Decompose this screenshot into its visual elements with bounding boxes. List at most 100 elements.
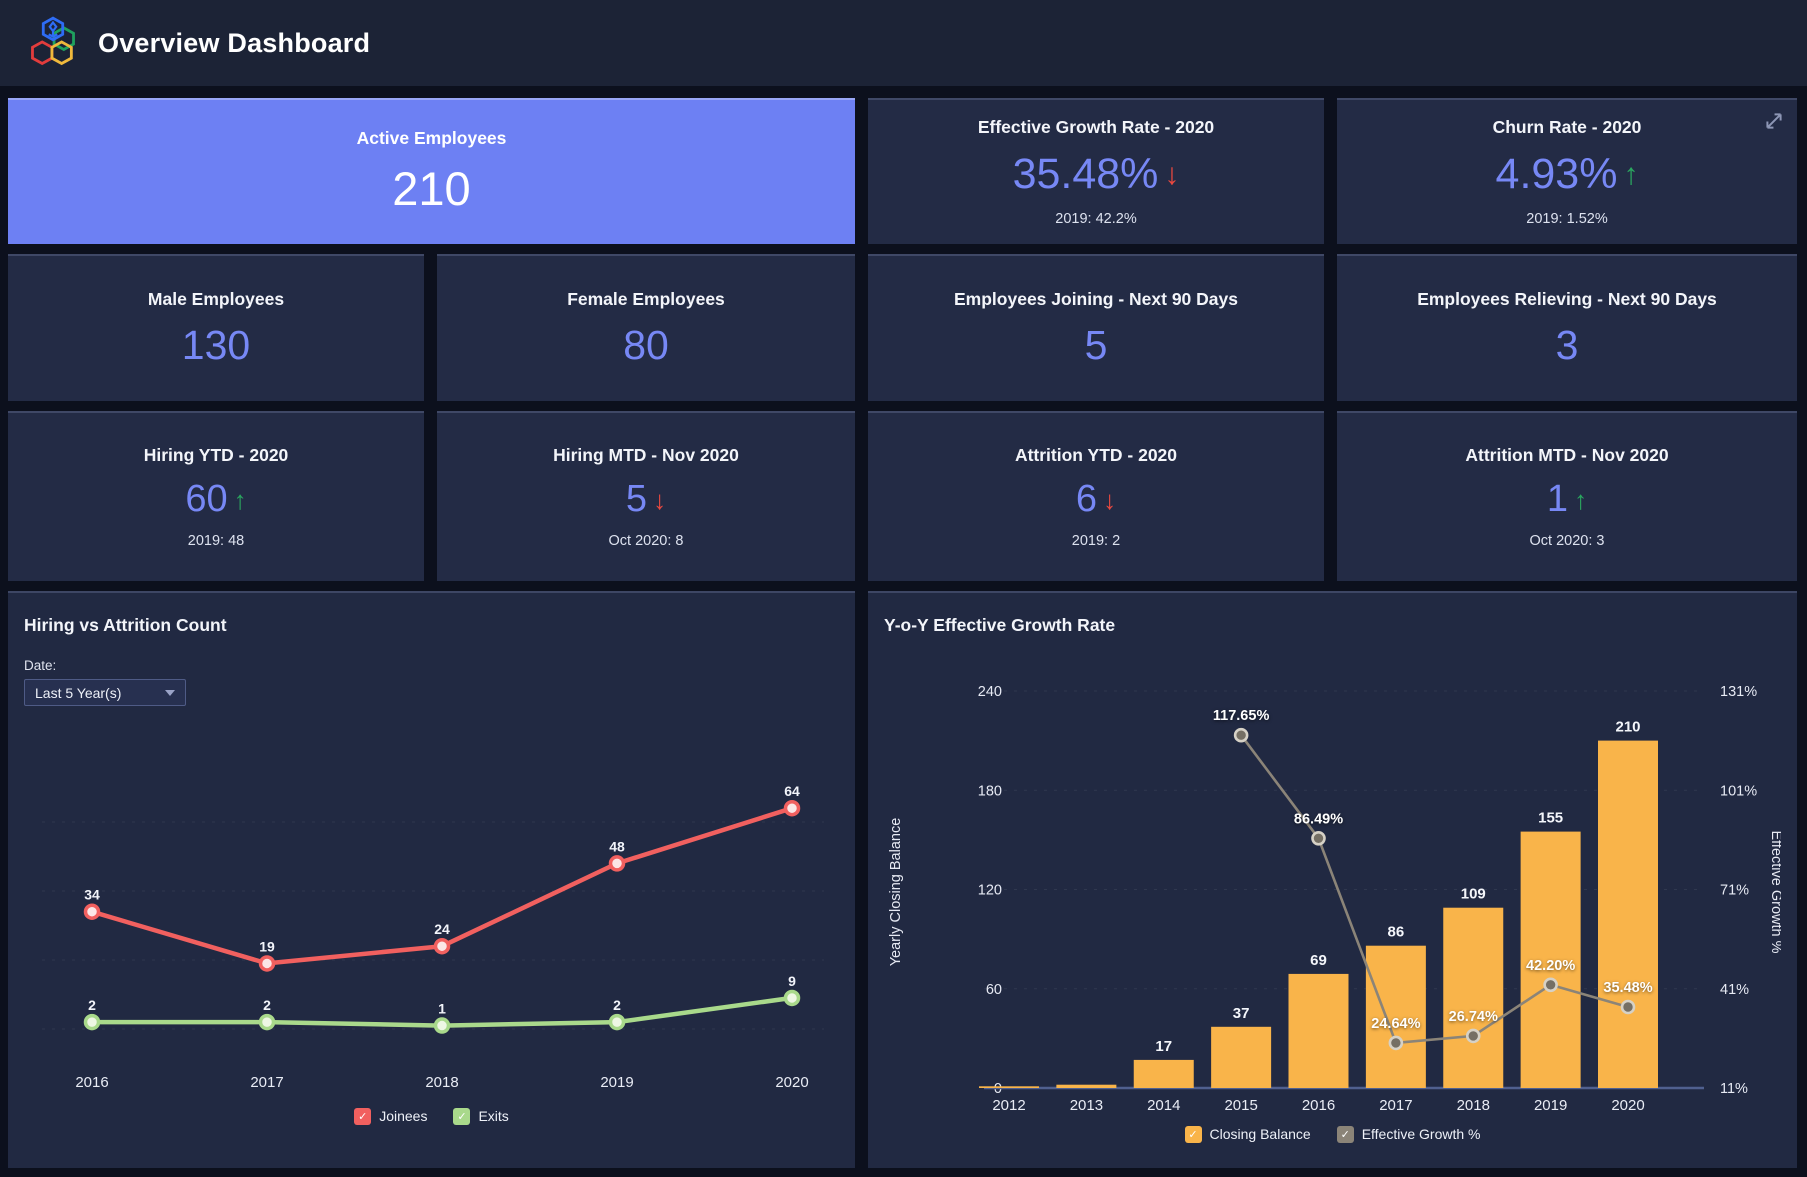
svg-text:26.74%: 26.74% xyxy=(1449,1009,1498,1025)
legend-label: Closing Balance xyxy=(1209,1126,1311,1142)
kpi-card-employees-joining[interactable]: Employees Joining - Next 90 Days 5 xyxy=(868,254,1324,401)
legend-item-exits[interactable]: ✓ Exits xyxy=(453,1107,509,1125)
svg-text:71%: 71% xyxy=(1720,883,1749,899)
kpi-card-female-employees[interactable]: Female Employees 80 xyxy=(437,254,855,401)
svg-text:37: 37 xyxy=(1233,1005,1250,1022)
svg-text:19: 19 xyxy=(259,938,275,954)
kpi-card-attrition-ytd[interactable]: Attrition YTD - 2020 6 ↓ 2019: 2 xyxy=(868,411,1324,581)
svg-text:101%: 101% xyxy=(1720,783,1757,799)
hiring-chart-legend: ✓ Joinees ✓ Exits xyxy=(24,1100,839,1132)
svg-text:117.65%: 117.65% xyxy=(1213,708,1270,724)
card-title: Churn Rate - 2020 xyxy=(1492,117,1642,137)
legend-label: Effective Growth % xyxy=(1361,1126,1481,1142)
kpi-card-hiring-mtd[interactable]: Hiring MTD - Nov 2020 5 ↓ Oct 2020: 8 xyxy=(437,411,855,581)
kpi-card-attrition-mtd[interactable]: Attrition MTD - Nov 2020 1 ↑ Oct 2020: 3 xyxy=(1337,411,1797,581)
trend-up-arrow-icon: ↑ xyxy=(1574,484,1588,515)
card-title: Male Employees xyxy=(147,288,285,309)
trend-down-arrow-icon: ↓ xyxy=(653,484,667,515)
card-subtitle: Oct 2020: 3 xyxy=(1529,533,1605,549)
svg-text:2019: 2019 xyxy=(1534,1097,1567,1114)
trend-down-arrow-icon: ↓ xyxy=(1164,157,1180,191)
legend-item-effective-growth[interactable]: ✓ Effective Growth % xyxy=(1336,1125,1481,1143)
svg-text:64: 64 xyxy=(784,783,800,799)
svg-text:131%: 131% xyxy=(1720,684,1757,700)
legend-item-closing-balance[interactable]: ✓ Closing Balance xyxy=(1184,1125,1311,1143)
card-subtitle: Oct 2020: 8 xyxy=(608,533,684,549)
svg-text:34: 34 xyxy=(84,887,100,903)
chart-title: Hiring vs Attrition Count xyxy=(24,615,227,635)
hiring-vs-attrition-chart: 34 19 24 48 64 2 2 1 2 9 2016 2017 2018 2019 2020 xyxy=(42,783,824,1091)
legend-checkbox-exits[interactable]: ✓ xyxy=(453,1107,471,1125)
svg-text:2016: 2016 xyxy=(1302,1097,1335,1114)
svg-text:86.49%: 86.49% xyxy=(1294,811,1343,827)
card-value: 6 xyxy=(1075,478,1098,520)
card-title: Attrition MTD - Nov 2020 xyxy=(1465,445,1669,465)
card-value: 60 xyxy=(185,478,228,520)
svg-text:24: 24 xyxy=(434,921,450,937)
svg-text:2013: 2013 xyxy=(1070,1097,1103,1114)
svg-text:2020: 2020 xyxy=(775,1074,808,1091)
kpi-card-active-employees[interactable]: Active Employees 210 xyxy=(8,98,855,244)
date-filter-dropdown[interactable]: Last 5 Year(s) xyxy=(24,679,186,706)
card-title: Active Employees xyxy=(356,128,507,148)
svg-text:2015: 2015 xyxy=(1224,1097,1257,1114)
svg-text:2018: 2018 xyxy=(425,1074,458,1091)
card-title: Hiring MTD - Nov 2020 xyxy=(553,445,739,465)
svg-text:Yearly Closing Balance: Yearly Closing Balance xyxy=(888,818,904,967)
legend-label: Exits xyxy=(478,1108,509,1124)
expand-icon[interactable] xyxy=(1763,110,1785,132)
svg-text:2017: 2017 xyxy=(1379,1097,1412,1114)
svg-text:86: 86 xyxy=(1388,924,1405,941)
svg-text:2: 2 xyxy=(263,997,271,1013)
card-value: 5 xyxy=(1084,321,1108,368)
kpi-card-male-employees[interactable]: Male Employees 130 xyxy=(8,254,424,401)
card-value: 210 xyxy=(392,162,471,215)
card-title: Employees Relieving - Next 90 Days xyxy=(1417,288,1717,309)
svg-text:41%: 41% xyxy=(1720,982,1749,998)
chart-panel-yoy-effective-growth: Y-o-Y Effective Growth Rate 011%6041%120… xyxy=(868,591,1797,1168)
svg-text:155: 155 xyxy=(1538,810,1563,827)
kpi-card-effective-growth-rate[interactable]: Effective Growth Rate - 2020 35.48% ↓ 20… xyxy=(868,98,1324,244)
legend-item-joinees[interactable]: ✓ Joinees xyxy=(354,1107,428,1125)
svg-text:2016: 2016 xyxy=(75,1074,108,1091)
card-value: 5 xyxy=(625,478,648,520)
svg-text:Effective Growth %: Effective Growth % xyxy=(1768,830,1781,953)
kpi-card-churn-rate[interactable]: Churn Rate - 2020 4.93% ↑ 2019: 1.52% xyxy=(1337,98,1797,244)
page-title: Overview Dashboard xyxy=(98,27,371,58)
legend-checkbox-closing-balance[interactable]: ✓ xyxy=(1184,1125,1202,1143)
legend-checkbox-joinees[interactable]: ✓ xyxy=(354,1107,372,1125)
card-value: 80 xyxy=(623,321,669,368)
card-title: Employees Joining - Next 90 Days xyxy=(954,288,1238,309)
chart-title: Y-o-Y Effective Growth Rate xyxy=(884,615,1116,635)
svg-text:2019: 2019 xyxy=(600,1074,633,1091)
date-filter-label: Date: xyxy=(24,658,57,673)
svg-text:9: 9 xyxy=(788,973,796,989)
card-value: 4.93% xyxy=(1495,150,1618,198)
dashboard-grid: Active Employees 210 Effective Growth Ra… xyxy=(0,86,1807,1177)
kpi-card-employees-relieving[interactable]: Employees Relieving - Next 90 Days 3 xyxy=(1337,254,1797,401)
legend-label: Joinees xyxy=(379,1108,428,1124)
svg-text:48: 48 xyxy=(609,838,625,854)
svg-text:2: 2 xyxy=(613,997,621,1013)
svg-text:17: 17 xyxy=(1155,1038,1172,1055)
card-subtitle: 2019: 2 xyxy=(1071,533,1121,549)
card-value: 3 xyxy=(1555,321,1579,368)
card-value: 35.48% xyxy=(1012,150,1159,198)
chevron-down-icon xyxy=(165,689,175,696)
trend-up-arrow-icon: ↑ xyxy=(233,484,247,515)
svg-text:2012: 2012 xyxy=(992,1097,1025,1114)
card-title: Attrition YTD - 2020 xyxy=(1014,445,1178,465)
svg-text:11%: 11% xyxy=(1720,1081,1748,1097)
kpi-card-hiring-ytd[interactable]: Hiring YTD - 2020 60 ↑ 2019: 48 xyxy=(8,411,424,581)
card-title: Female Employees xyxy=(567,288,725,309)
card-value: 130 xyxy=(181,321,251,368)
growth-chart-legend: ✓ Closing Balance ✓ Effective Growth % xyxy=(884,1118,1781,1150)
svg-text:2018: 2018 xyxy=(1457,1097,1490,1114)
svg-text:2020: 2020 xyxy=(1611,1097,1644,1114)
chart-panel-hiring-vs-attrition: Hiring vs Attrition Count Date: Last 5 Y… xyxy=(8,591,855,1168)
svg-text:2: 2 xyxy=(88,997,96,1013)
legend-checkbox-effective-growth[interactable]: ✓ xyxy=(1336,1125,1354,1143)
svg-text:24.64%: 24.64% xyxy=(1371,1016,1420,1032)
svg-text:2014: 2014 xyxy=(1147,1097,1180,1114)
svg-text:120: 120 xyxy=(978,883,1002,899)
